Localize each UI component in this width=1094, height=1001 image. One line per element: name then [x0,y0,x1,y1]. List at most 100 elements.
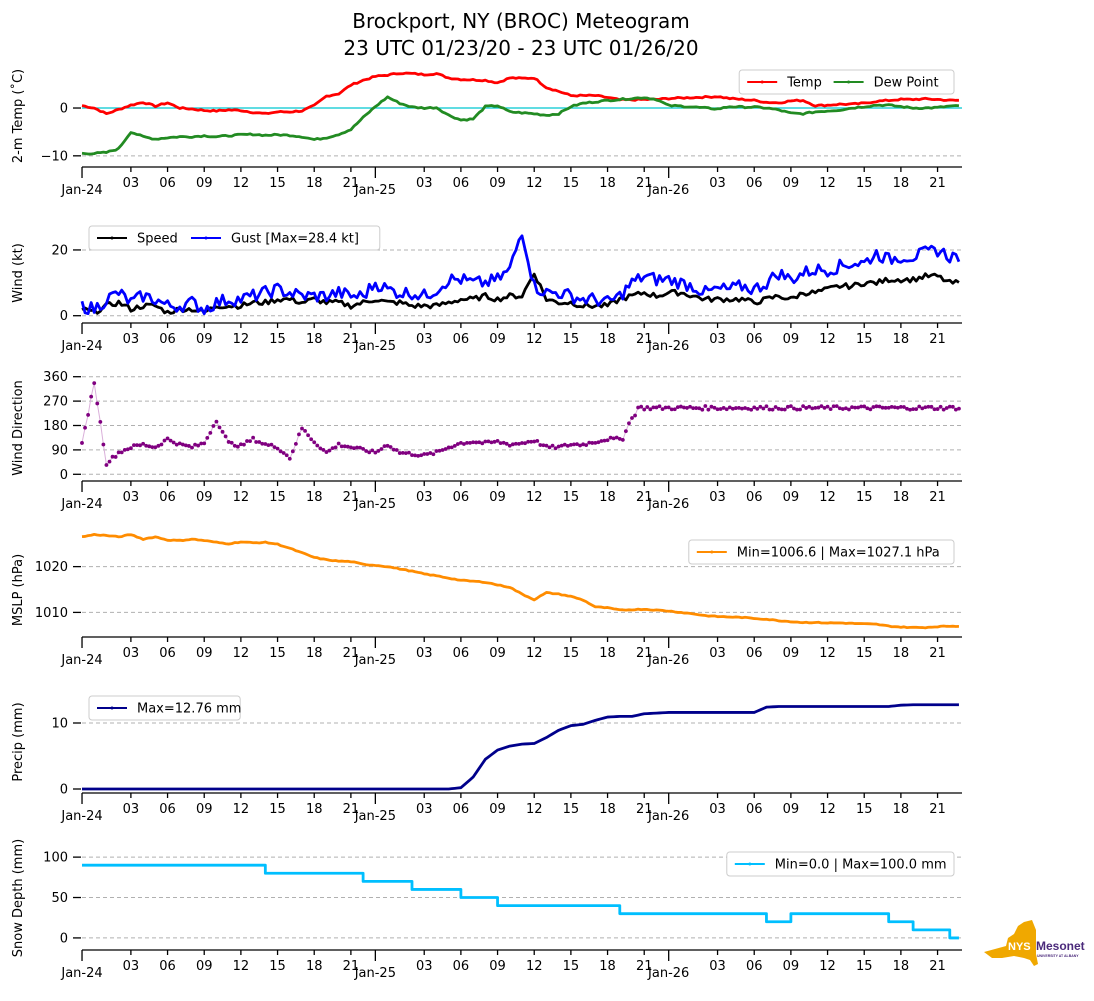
data-point [391,447,396,452]
data-point [272,445,277,450]
x-tick-label: 21 [636,332,653,347]
data-point [642,407,647,412]
data-point [932,407,937,412]
x-tick-label: 09 [783,176,800,191]
x-major-tick-label: Jan-26 [647,966,689,981]
x-tick-label: 12 [819,802,836,817]
data-point [468,440,472,445]
data-point [953,407,958,412]
x-major-tick-label: Jan-26 [647,497,689,512]
y-axis-label: MSLP (hPa) [11,554,26,626]
data-point [510,442,515,447]
data-point [581,442,586,447]
x-tick-label: 12 [233,802,250,817]
x-major-tick-label: Jan-24 [60,339,102,354]
legend-temp: Temp Dew Point [738,69,955,95]
data-point [159,442,164,447]
data-point [162,438,167,443]
data-point [553,446,558,451]
data-point [132,443,136,447]
data-point [648,407,653,412]
legend-precip: Max=12.76 mm [88,695,241,721]
x-tick-label: 09 [489,332,506,347]
data-point [779,407,784,412]
legend-label: Dew Point [874,76,939,91]
data-point [223,434,228,439]
data-point [367,450,372,455]
data-point [740,406,744,411]
data-point [697,406,702,411]
data-point [877,404,882,409]
data-point [419,453,424,458]
data-point [245,439,249,443]
data-point [627,421,631,426]
data-point [92,381,97,386]
data-point [465,440,469,445]
data-point [871,405,876,409]
x-tick-label: 03 [709,959,726,974]
data-point [660,407,665,412]
data-point [743,406,747,410]
x-tick-label: 03 [123,332,140,347]
data-point [559,443,564,448]
x-tick-label: 15 [856,802,873,817]
x-tick-label: 12 [233,176,250,191]
x-major-tick-label: Jan-24 [60,809,102,824]
data-point [730,406,735,411]
data-point [541,443,546,448]
legend-mslp: Min=1006.6 | Max=1027.1 hPa [688,539,955,565]
x-tick-label: 21 [636,959,653,974]
data-point [107,459,112,464]
data-point [458,440,463,445]
data-point [620,438,625,442]
data-point [431,452,436,457]
x-tick-label: 15 [563,646,580,661]
legend-label: Gust [Max=28.4 kt] [231,232,359,247]
data-point [437,448,442,453]
panel-precip: 0 10 Precip (mm) 03 06 09 12 15 18 21 03 06 09 12 15 18… [11,695,962,824]
legend-marker [204,236,208,240]
x-tick-label: 18 [893,490,910,505]
data-point [413,453,417,458]
x-tick-label: 03 [709,646,726,661]
x-tick-label: 15 [563,959,580,974]
x-tick-label: 15 [856,490,873,505]
x-major-tick-label: Jan-25 [354,966,396,981]
x-tick-label: 21 [343,332,360,347]
data-point [238,442,243,447]
data-point [254,440,259,444]
data-point [361,447,366,451]
data-point [920,406,925,411]
data-point [153,445,158,450]
data-point [905,406,909,411]
data-point [226,440,231,444]
data-point [312,440,317,445]
data-point [300,426,304,431]
x-major-tick-label: Jan-25 [354,809,396,824]
data-point [685,406,689,410]
data-point [709,404,714,409]
x-tick-label: 03 [416,176,433,191]
x-tick-label: 18 [599,802,616,817]
data-point [110,454,115,459]
x-tick-label: 18 [599,332,616,347]
data-point [639,404,644,409]
data-point [737,405,741,410]
x-tick-label: 09 [783,490,800,505]
x-tick-label: 06 [159,176,176,191]
data-point [565,443,570,448]
x-tick-label: 06 [453,802,470,817]
panel-snow: 0 50 100 Snow Depth (mm) 03 06 09 12 15 18 21 03 06 0… [11,839,962,981]
x-tick-label: 12 [526,332,543,347]
data-point [837,406,842,411]
x-tick-label: 21 [636,802,653,817]
data-point [859,404,864,409]
data-point [336,441,341,446]
x-tick-label: 03 [416,332,433,347]
x-tick-label: 12 [819,332,836,347]
x-major-tick-label: Jan-24 [60,653,102,668]
legend-marker [110,706,114,710]
data-point [260,441,265,446]
legend-snow: Min=0.0 | Max=100.0 mm [726,851,955,877]
